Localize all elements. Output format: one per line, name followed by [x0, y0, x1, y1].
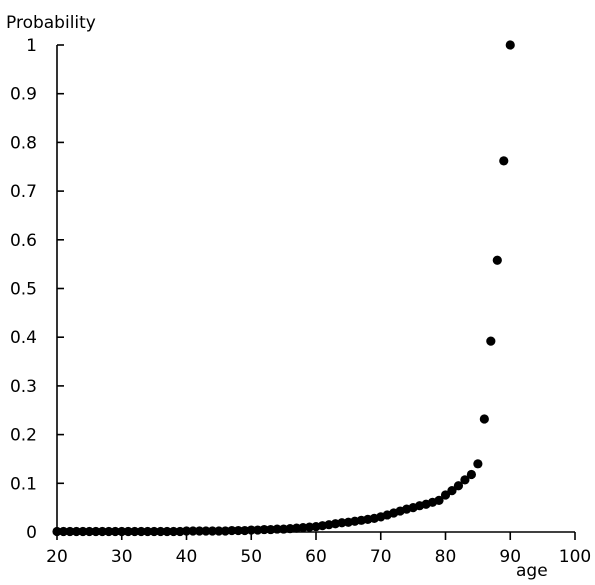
data-point — [52, 526, 62, 537]
data-point — [84, 526, 94, 537]
data-point — [91, 526, 101, 537]
data-point — [78, 526, 88, 537]
data-point — [149, 526, 159, 537]
data-point — [97, 526, 107, 537]
y-tick-label: 0.4 — [10, 328, 37, 348]
ticks-group: 0 0.1 0.2 0.3 0.4 0.5 0.6 0.7 0.8 0.9 1 20 30 40 50 60 7… — [10, 36, 591, 567]
y-tick-label: 0.2 — [10, 426, 37, 446]
data-point — [460, 475, 470, 485]
y-axis-title: Probability — [6, 13, 96, 33]
data-point — [123, 526, 133, 537]
data-point — [259, 524, 269, 535]
y-tick-label: 0.6 — [10, 231, 37, 251]
data-point — [181, 526, 192, 536]
data-point — [434, 495, 444, 505]
data-point — [162, 526, 172, 537]
data-point — [505, 40, 515, 50]
data-point — [104, 526, 114, 537]
y-tick-label: 1 — [26, 36, 37, 56]
x-tick-label: 30 — [111, 547, 133, 567]
data-point — [201, 526, 211, 536]
data-points — [52, 40, 515, 537]
y-tick-label: 0 — [26, 523, 37, 543]
data-point — [130, 526, 140, 537]
data-point — [188, 526, 198, 536]
data-point — [117, 526, 127, 537]
data-point — [440, 490, 451, 500]
data-point — [447, 486, 457, 496]
x-tick-label: 50 — [240, 547, 262, 567]
data-point — [246, 525, 256, 535]
data-point — [486, 336, 496, 346]
data-point — [156, 526, 166, 537]
data-point — [227, 525, 237, 536]
y-tick-label: 0.9 — [10, 85, 37, 105]
data-point — [136, 526, 146, 537]
x-tick-label: 70 — [370, 547, 392, 567]
x-tick-label: 20 — [46, 547, 68, 567]
x-tick-label: 40 — [176, 547, 198, 567]
x-tick-label: 90 — [499, 547, 521, 567]
data-point — [71, 526, 82, 537]
data-point — [65, 526, 75, 537]
x-axis-title: age — [516, 561, 548, 581]
x-tick-label: 80 — [435, 547, 457, 567]
y-tick-label: 0.8 — [10, 133, 37, 153]
data-point — [194, 526, 205, 536]
data-point — [272, 524, 282, 534]
data-point — [453, 481, 464, 491]
data-point — [143, 526, 153, 537]
data-point — [58, 526, 69, 537]
data-point — [168, 526, 179, 537]
data-point — [110, 526, 120, 537]
data-point — [466, 469, 476, 480]
data-point — [499, 156, 509, 166]
data-point — [473, 459, 483, 469]
data-point — [207, 526, 217, 536]
data-point — [492, 255, 502, 265]
y-tick-label: 0.3 — [10, 377, 37, 397]
data-point — [479, 414, 489, 424]
data-point — [214, 526, 224, 536]
y-tick-label: 0.1 — [10, 474, 37, 494]
x-tick-label: 100 — [559, 547, 591, 567]
x-tick-label: 60 — [305, 547, 327, 567]
y-tick-label: 0.7 — [10, 182, 37, 202]
data-point — [233, 525, 243, 536]
y-tick-label: 0.5 — [10, 280, 37, 300]
